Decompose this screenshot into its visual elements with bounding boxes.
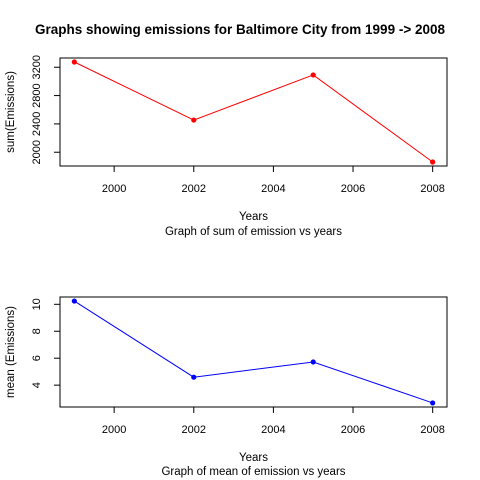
chart-subtitle: Graph of mean of emission vs years xyxy=(161,466,345,478)
x-tick-label: 2006 xyxy=(341,424,365,436)
x-tick-label: 2006 xyxy=(341,183,365,195)
data-point xyxy=(430,159,436,165)
data-point xyxy=(71,298,77,304)
x-tick-label: 2000 xyxy=(102,424,126,436)
series-line xyxy=(74,61,433,163)
series-line xyxy=(74,300,433,404)
data-point xyxy=(430,400,436,406)
mean-emissions-panel: 2000 2002 2004 2006 2008 4 6 8 10 Years Graph of m… xyxy=(5,296,448,478)
x-tick-label: 2000 xyxy=(102,183,126,195)
page-title: Graphs showing emissions for Baltimore C… xyxy=(34,22,445,37)
x-axis-title: Years xyxy=(239,211,268,223)
y-tick-label: 4 xyxy=(31,382,43,388)
y-tick-label: 2000 xyxy=(31,140,43,164)
x-tick-label: 2004 xyxy=(261,183,285,195)
chart-subtitle: Graph of sum of emission vs years xyxy=(165,226,342,238)
y-tick-label: 2800 xyxy=(31,83,43,107)
plot-frame xyxy=(59,57,448,167)
data-point xyxy=(191,117,197,123)
plot-frame xyxy=(59,296,448,408)
y-tick-label: 3200 xyxy=(31,55,43,79)
x-tick-label: 2004 xyxy=(261,424,285,436)
data-point xyxy=(191,374,197,380)
data-point xyxy=(310,72,316,78)
y-tick-label: 8 xyxy=(31,328,43,334)
y-axis-title: mean (Emissions) xyxy=(5,306,17,398)
x-tick-label: 2008 xyxy=(420,424,444,436)
sum-emissions-panel: 2000 2002 2004 2006 2008 2000 2400 2800 3200 Year… xyxy=(5,55,448,238)
x-tick-label: 2002 xyxy=(182,424,206,436)
data-point xyxy=(71,59,77,65)
y-axis-title: sum(Emissions) xyxy=(5,71,17,153)
x-tick-label: 2008 xyxy=(420,183,444,195)
y-tick-label: 2400 xyxy=(31,112,43,136)
y-tick-label: 6 xyxy=(31,355,43,361)
data-point xyxy=(310,359,316,365)
y-tick-label: 10 xyxy=(31,298,43,310)
x-axis-title: Years xyxy=(239,452,268,464)
x-tick-label: 2002 xyxy=(182,183,206,195)
